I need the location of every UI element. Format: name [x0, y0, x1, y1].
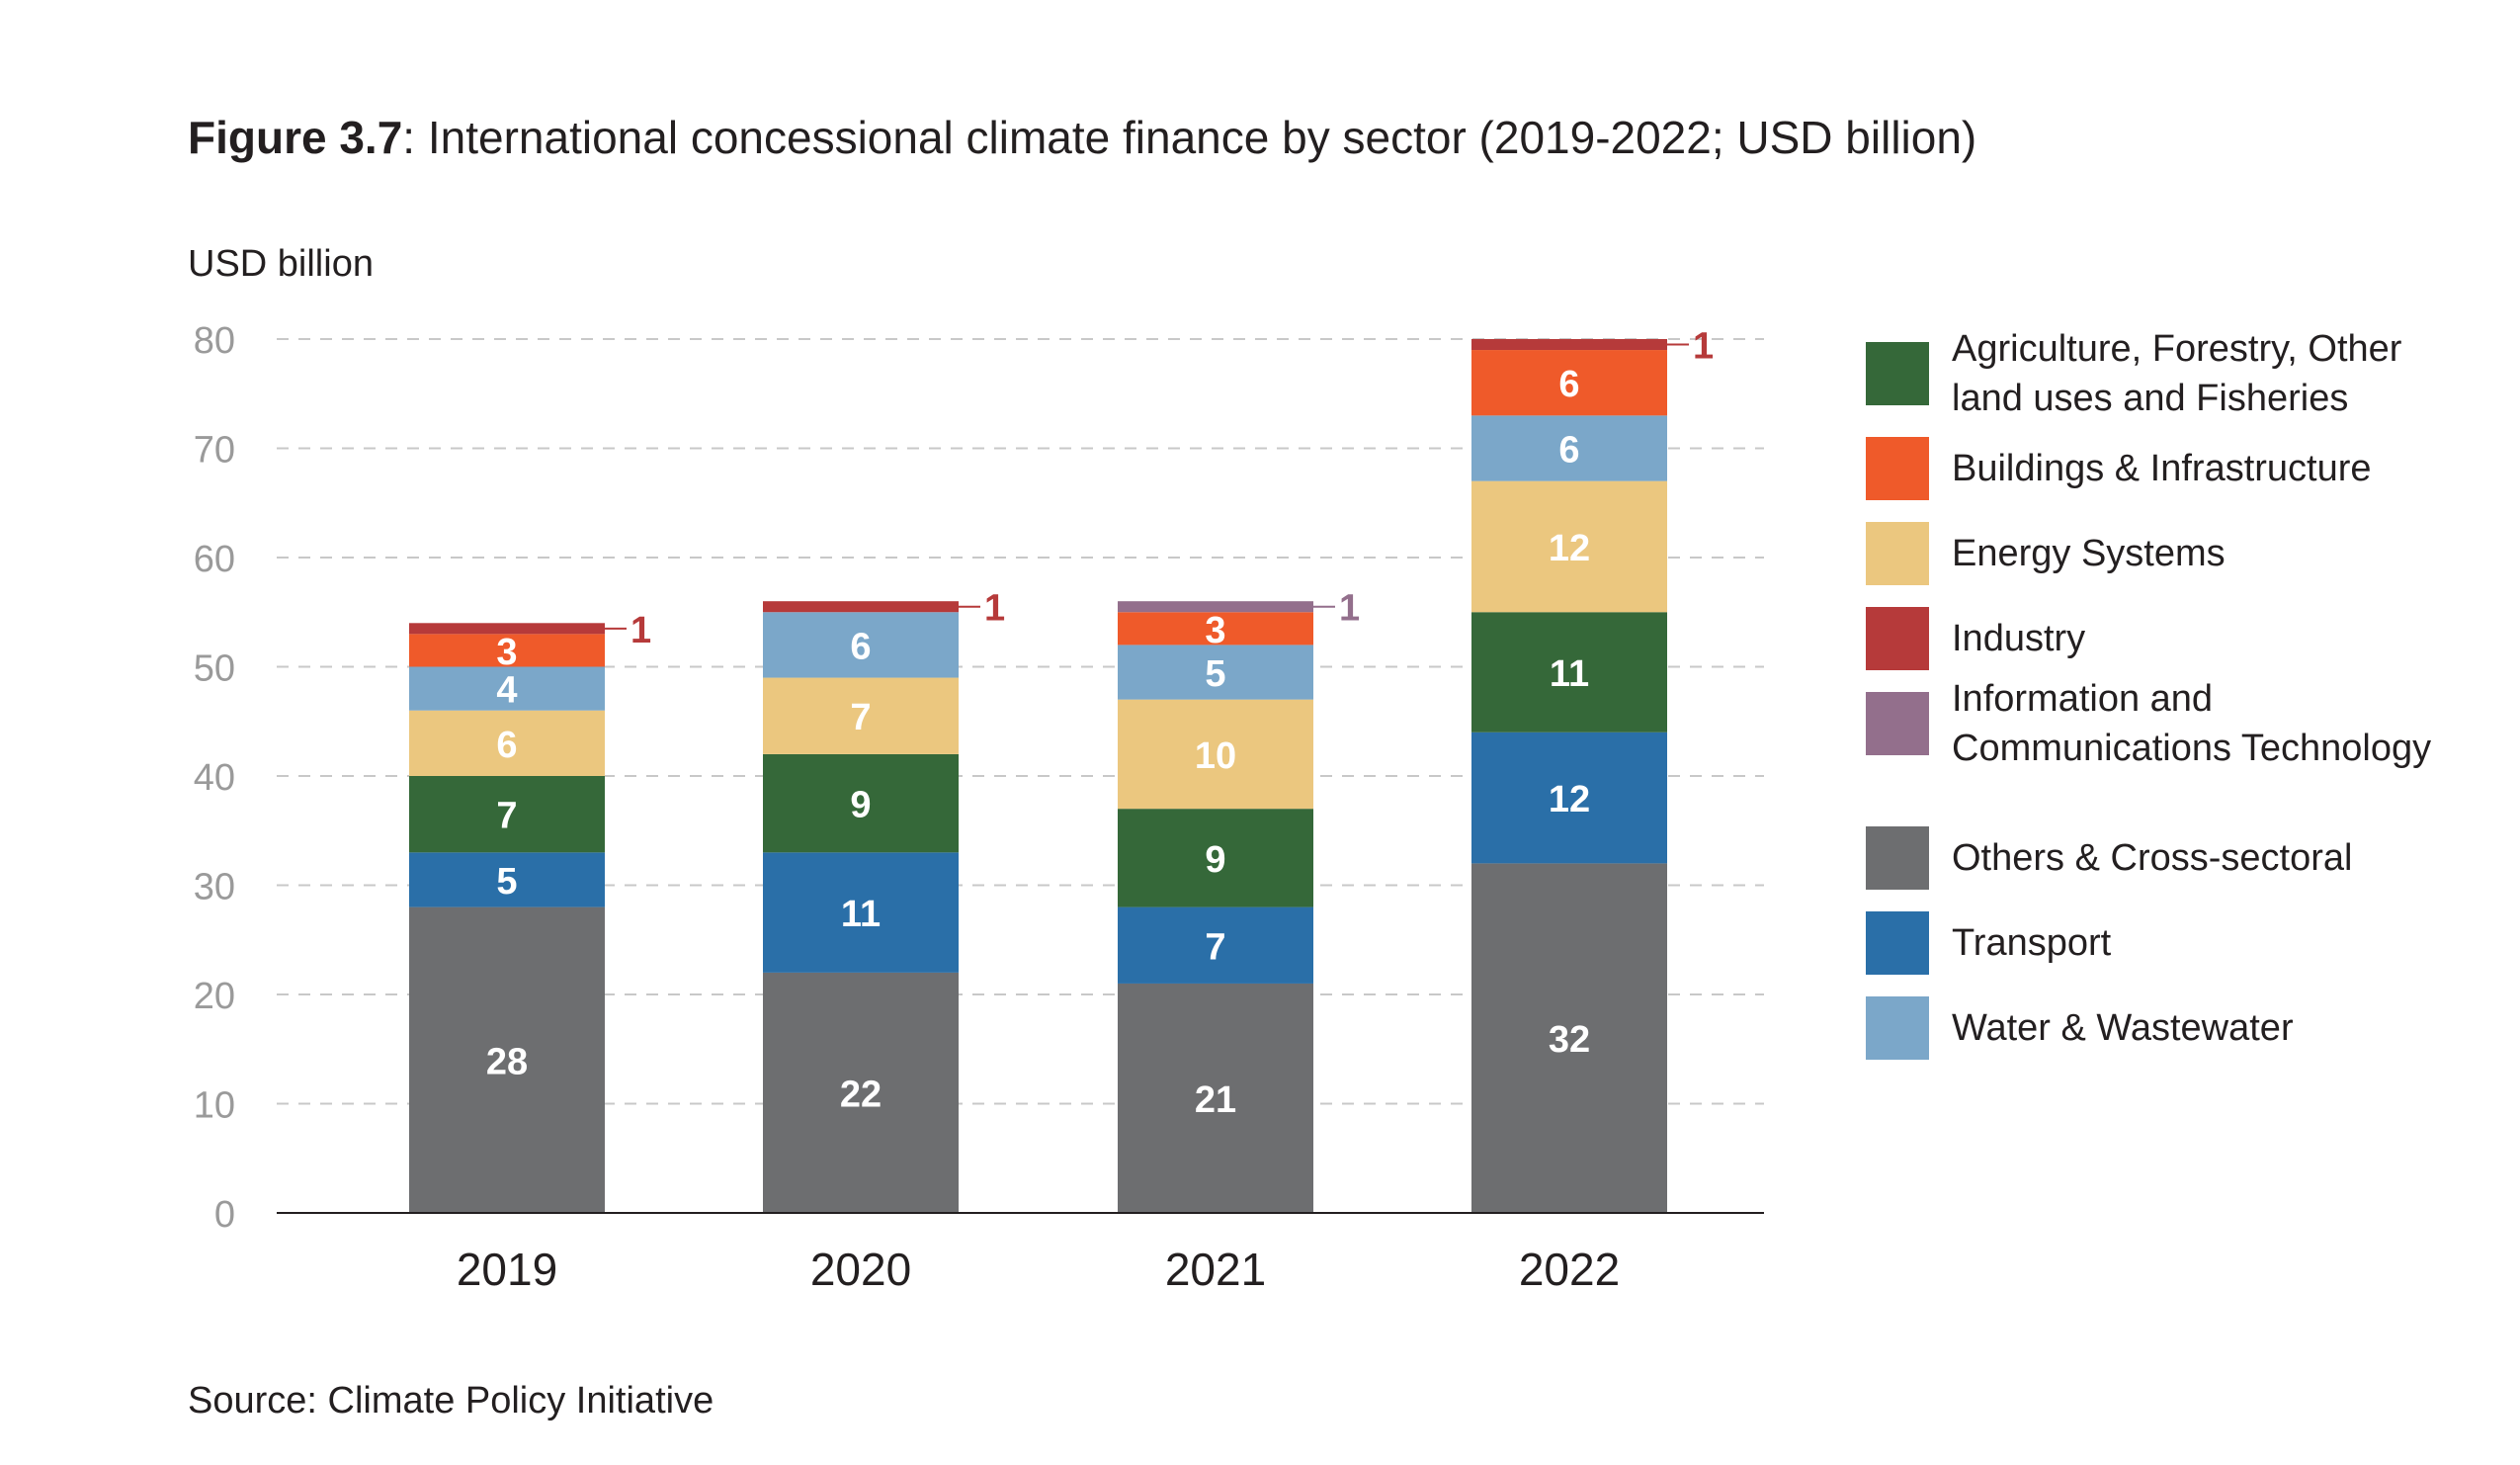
legend-label: Water & Wastewater — [1952, 1003, 2294, 1053]
legend-swatch — [1866, 692, 1929, 755]
data-label: 22 — [840, 1074, 882, 1115]
data-label: 9 — [850, 785, 871, 826]
callout-label: 1 — [630, 610, 651, 651]
bar-segment — [409, 623, 605, 635]
y-tick-label: 60 — [194, 539, 235, 580]
data-label: 28 — [486, 1041, 528, 1082]
data-label: 32 — [1549, 1019, 1590, 1061]
figure-caption: : International concessional climate fin… — [402, 112, 1977, 163]
legend-label-line: Agriculture, Forestry, Other — [1952, 328, 2402, 370]
legend-label: Industry — [1952, 614, 2085, 663]
data-label: 6 — [1558, 430, 1579, 472]
figure-number: Figure 3.7 — [188, 112, 403, 163]
data-label: 6 — [1558, 364, 1579, 405]
bar-segment — [1118, 645, 1313, 700]
x-tick-label: 2019 — [457, 1244, 557, 1295]
data-label: 5 — [496, 861, 517, 903]
y-tick-label: 30 — [194, 867, 235, 908]
legend-swatch — [1866, 911, 1929, 975]
x-tick-label: 2022 — [1519, 1244, 1620, 1295]
bar-segment — [409, 710, 605, 776]
legend-label: Buildings & Infrastructure — [1952, 444, 2372, 493]
legend-swatch — [1866, 996, 1929, 1060]
bar-segment — [1118, 809, 1313, 907]
legend-label: Energy Systems — [1952, 529, 2226, 578]
data-label: 21 — [1195, 1079, 1236, 1121]
y-tick-label: 50 — [194, 648, 235, 690]
legend-label: Others & Cross-sectoral — [1952, 833, 2352, 883]
bar-segment — [409, 776, 605, 853]
bar-segment — [1118, 601, 1313, 613]
legend-label: Information and Communications Technology — [1952, 674, 2431, 773]
x-tick-label: 2020 — [810, 1244, 911, 1295]
callout-label: 1 — [1693, 326, 1714, 368]
data-label: 10 — [1195, 735, 1236, 777]
chart-title: Figure 3.7: International concessional c… — [188, 111, 1976, 164]
bar-segment — [763, 677, 959, 754]
legend-label-line: Energy Systems — [1952, 533, 2226, 574]
legend-label-line: Buildings & Infrastructure — [1952, 448, 2372, 489]
legend-swatch — [1866, 607, 1929, 670]
stacked-bar-chart: 0102030405060708028576432019221197620202… — [194, 320, 1764, 1295]
bar-segment — [1471, 480, 1667, 613]
bar-segment — [1118, 906, 1313, 984]
bar-segment — [763, 753, 959, 853]
data-label: 12 — [1549, 779, 1590, 820]
data-label: 7 — [1205, 926, 1225, 968]
legend-label-line: Communications Technology — [1952, 728, 2432, 769]
legend-swatch — [1866, 826, 1929, 890]
data-label: 11 — [1550, 653, 1589, 695]
legend-label-line: Others & Cross-sectoral — [1952, 837, 2353, 879]
data-label: 11 — [841, 894, 881, 935]
legend-label-line: Transport — [1952, 922, 2112, 964]
bar-segment — [1118, 612, 1313, 646]
y-axis-label: USD billion — [188, 243, 374, 285]
data-label: 12 — [1549, 528, 1590, 569]
bar-segment — [1471, 863, 1667, 1213]
legend-label-line: Water & Wastewater — [1952, 1007, 2294, 1049]
legend-label: Agriculture, Forestry, Other land uses an… — [1952, 324, 2401, 423]
data-label: 5 — [1205, 653, 1225, 695]
data-label: 3 — [496, 632, 517, 673]
data-label: 4 — [496, 670, 517, 712]
y-tick-label: 70 — [194, 430, 235, 472]
y-tick-label: 80 — [194, 320, 235, 362]
source-note: Source: Climate Policy Initiative — [188, 1380, 714, 1422]
bar-segment — [763, 852, 959, 973]
legend-label-line: Information and — [1952, 678, 2214, 720]
legend-swatch — [1866, 342, 1929, 405]
callout-label: 1 — [984, 588, 1005, 630]
bar-segment — [1471, 732, 1667, 864]
legend-swatch — [1866, 437, 1929, 500]
bar-segment — [1471, 612, 1667, 732]
bar-segment — [1118, 699, 1313, 810]
data-label: 6 — [850, 626, 871, 667]
legend-label-line: land uses and Fisheries — [1952, 378, 2349, 419]
data-label: 9 — [1205, 839, 1225, 881]
x-tick-label: 2021 — [1165, 1244, 1266, 1295]
bar-segment — [409, 852, 605, 907]
bar-segment — [1471, 339, 1667, 351]
data-label: 6 — [496, 725, 517, 766]
bar-segment — [1471, 350, 1667, 416]
legend-label-line: Industry — [1952, 618, 2086, 659]
data-label: 7 — [850, 697, 871, 738]
legend-label: Transport — [1952, 918, 2111, 968]
callout-label: 1 — [1339, 588, 1360, 630]
bar-segment — [763, 972, 959, 1213]
bar-segment — [409, 666, 605, 711]
y-tick-label: 0 — [214, 1194, 235, 1236]
bar-segment — [409, 634, 605, 667]
bar-segment — [763, 612, 959, 678]
y-tick-label: 20 — [194, 976, 235, 1017]
bar-segment — [1471, 415, 1667, 481]
data-label: 7 — [496, 796, 517, 837]
data-label: 3 — [1205, 610, 1225, 651]
bar-segment — [1118, 983, 1313, 1213]
legend-swatch — [1866, 522, 1929, 585]
bar-segment — [763, 601, 959, 613]
y-tick-label: 10 — [194, 1085, 235, 1127]
y-tick-label: 40 — [194, 757, 235, 799]
bar-segment — [409, 906, 605, 1213]
